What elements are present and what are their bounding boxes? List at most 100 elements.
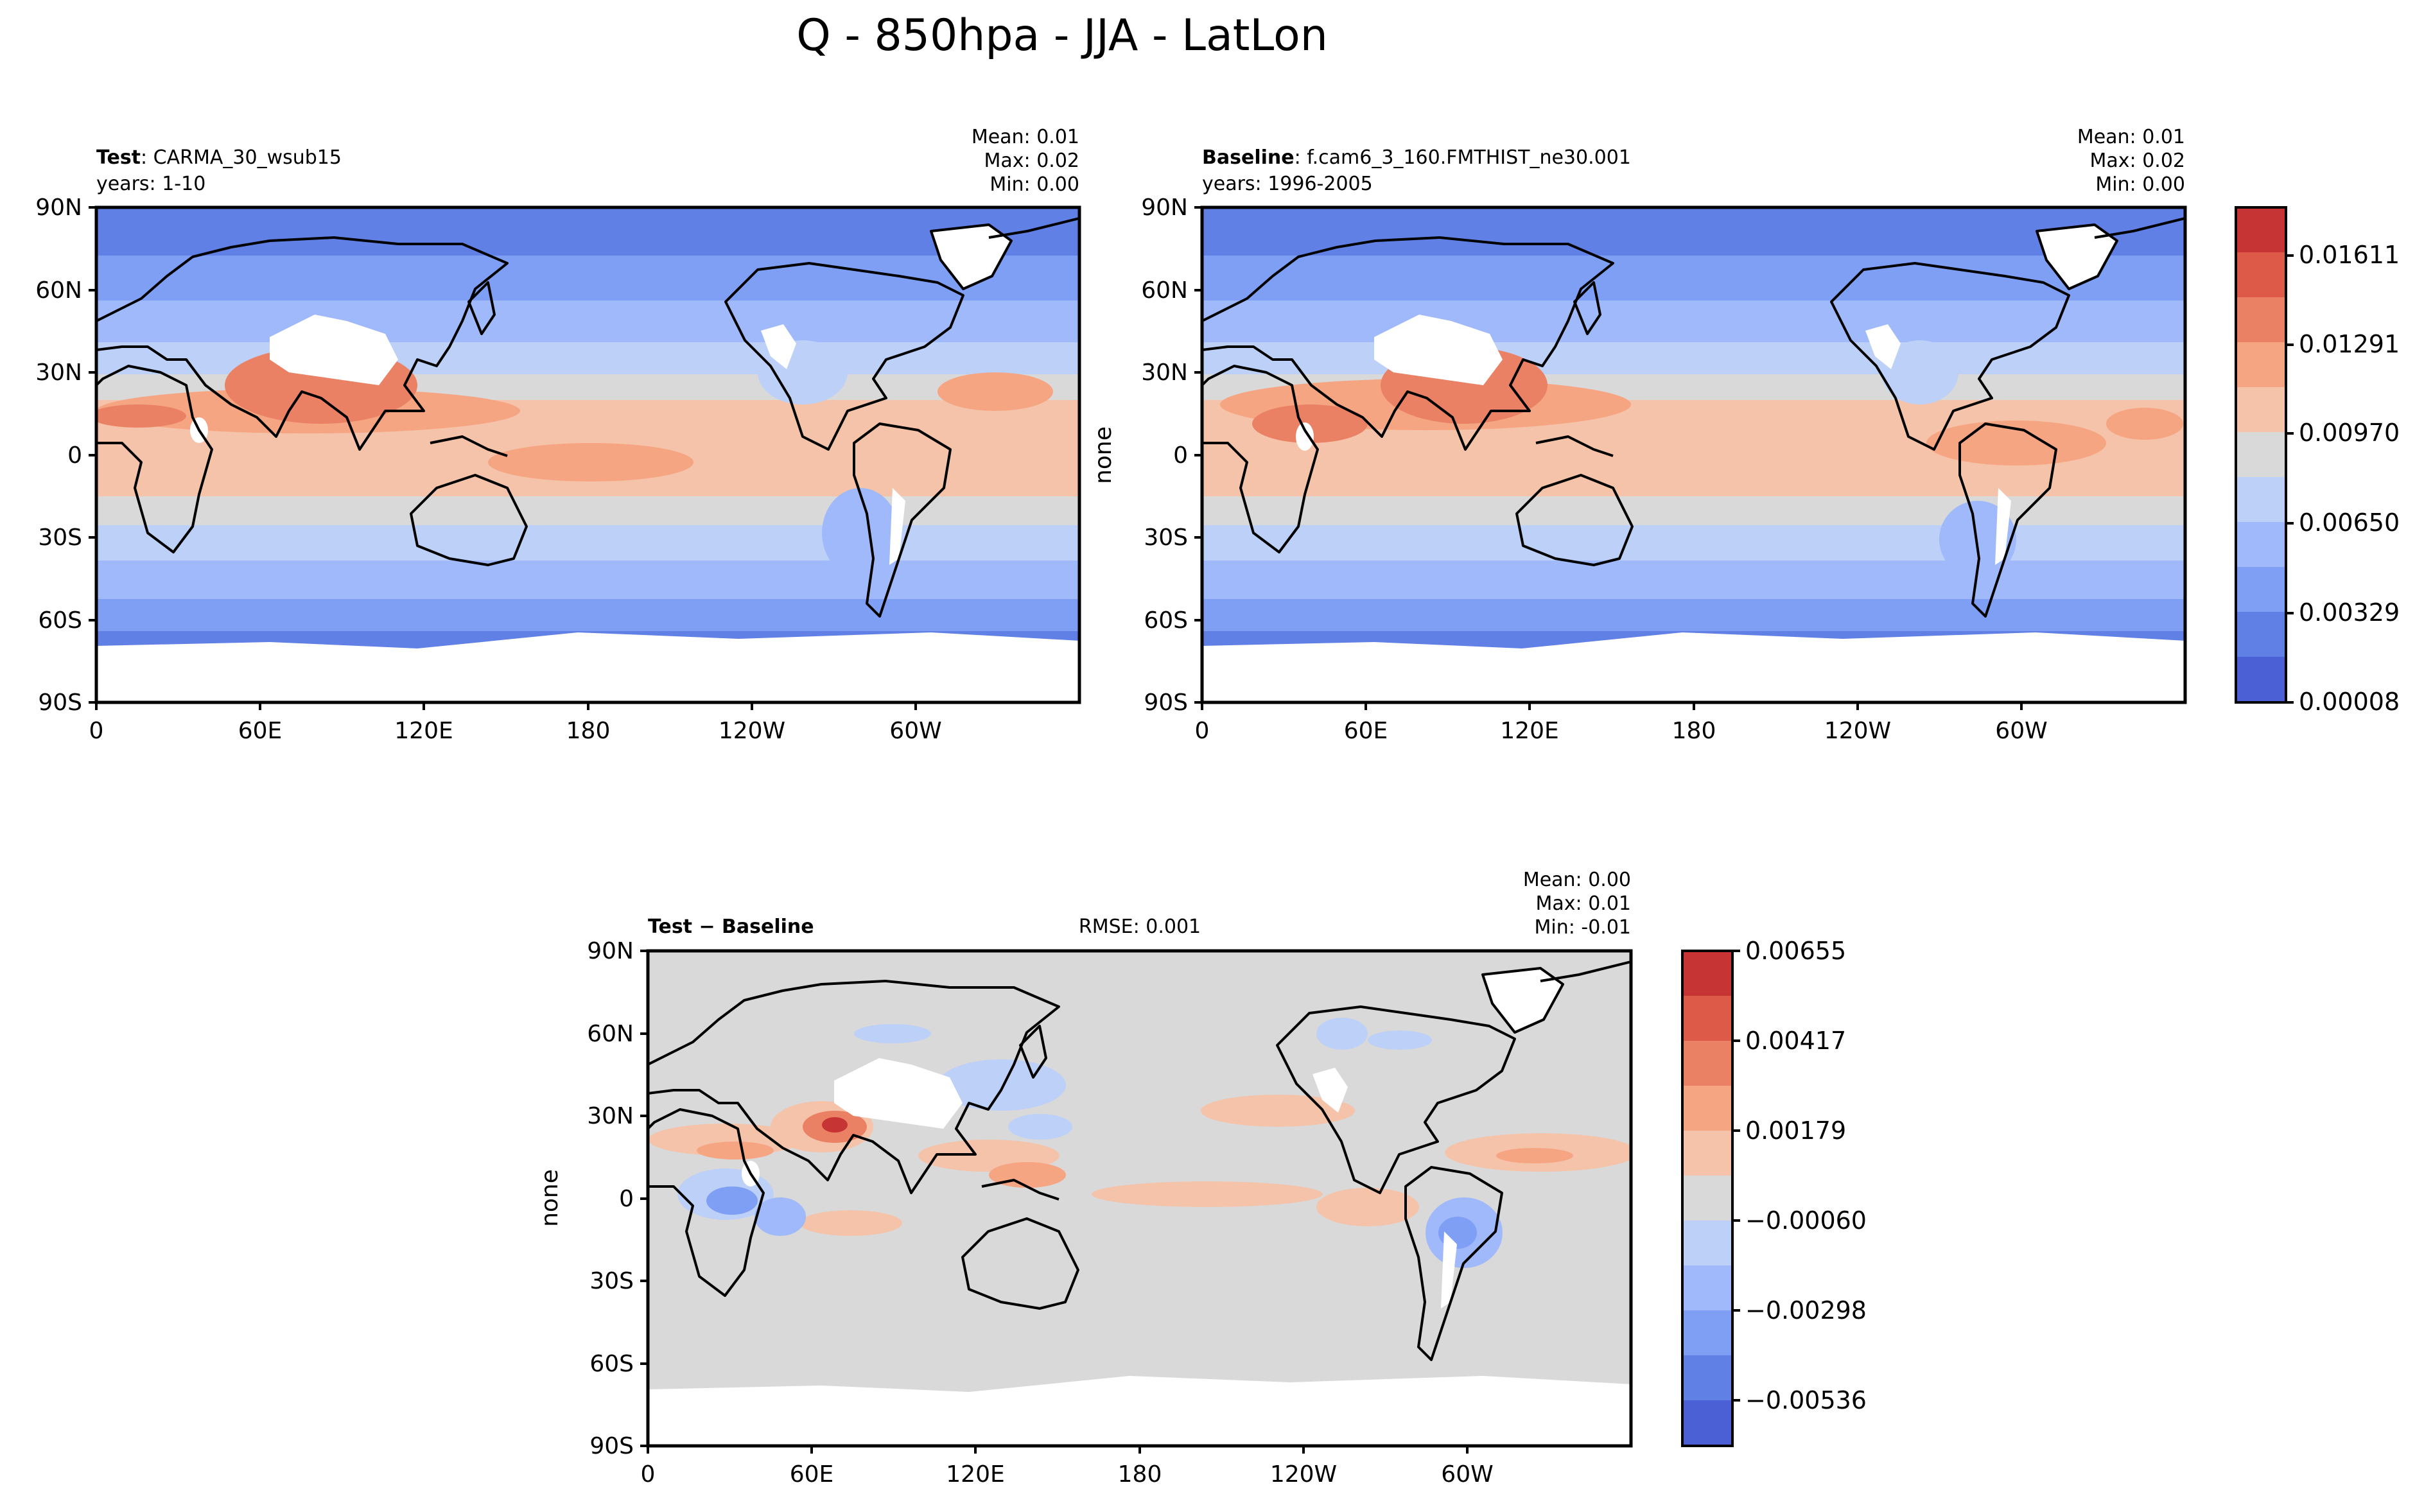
y-tick-label: 0 bbox=[67, 442, 82, 469]
x-tick-label: 60E bbox=[238, 718, 283, 744]
colorbar-swatch bbox=[1682, 951, 1732, 996]
panel-baseline-years: years: 1996-2005 bbox=[1202, 173, 1373, 195]
panel-difference-ylabel: none bbox=[537, 1169, 563, 1227]
y-tick-label: 60N bbox=[35, 277, 82, 304]
y-tick-label: 90N bbox=[587, 938, 634, 964]
panel-baseline-x-ticks: 0 60E 120E 180 120W 60W bbox=[1195, 702, 2048, 744]
y-tick-label: 90N bbox=[1141, 195, 1188, 221]
y-tick-label: 30N bbox=[587, 1103, 634, 1129]
colorbar-tick-label: 0.00970 bbox=[2299, 419, 2400, 447]
panel-difference-title-rest: − Baseline bbox=[692, 916, 814, 938]
colorbar-swatch bbox=[2236, 432, 2286, 477]
colorbar-swatch bbox=[2236, 612, 2286, 657]
panel-baseline-title-rest: : f.cam6_3_160.FMTHIST_ne30.001 bbox=[1295, 146, 1631, 169]
panel-baseline-title-bold: Baseline bbox=[1202, 146, 1295, 169]
colorbar-tick-label: 0.00008 bbox=[2299, 688, 2400, 716]
colorbar-swatch bbox=[2236, 522, 2286, 567]
colorbar-swatch bbox=[1682, 996, 1732, 1041]
colorbar-swatch bbox=[2236, 252, 2286, 297]
panel-test-years: years: 1-10 bbox=[96, 173, 205, 195]
colorbar-tick-label: −0.00536 bbox=[1745, 1386, 1867, 1414]
x-tick-label: 60E bbox=[1344, 718, 1388, 744]
panel-test-mean: Mean: 0.01 bbox=[972, 126, 1079, 148]
panel-difference-min: Min: -0.01 bbox=[1535, 916, 1632, 939]
panel-baseline-y-ticks: 90N 60N 30N 0 30S 60S 90S bbox=[1141, 195, 1202, 716]
panel-difference-x-ticks: 0 60E 120E 180 120W 60W bbox=[641, 1446, 1494, 1488]
panel-test-title-rest: : CARMA_30_wsub15 bbox=[141, 146, 342, 169]
y-tick-label: 0 bbox=[1173, 442, 1188, 469]
colorbar-swatch bbox=[2236, 657, 2286, 702]
colorbar-top-frame bbox=[2235, 206, 2287, 704]
panel-test-map bbox=[96, 207, 1079, 702]
panel-test-min: Min: 0.00 bbox=[990, 173, 1079, 196]
colorbar-swatch bbox=[2236, 342, 2286, 387]
y-tick-label: 90S bbox=[589, 1433, 634, 1459]
panel-test-title: Test: CARMA_30_wsub15 bbox=[96, 146, 342, 169]
panel-difference: Test − Baseline RMSE: 0.001 Mean: 0.00 M… bbox=[537, 869, 1633, 1488]
x-tick-label: 60W bbox=[1441, 1461, 1493, 1488]
colorbar-swatch bbox=[2236, 387, 2286, 432]
colorbar-tick-label: 0.01291 bbox=[2299, 330, 2400, 358]
x-tick-label: 180 bbox=[1672, 718, 1716, 744]
x-tick-label: 120E bbox=[946, 1461, 1004, 1488]
y-tick-label: 60S bbox=[38, 607, 82, 634]
colorbar-tick-label: −0.00298 bbox=[1745, 1296, 1867, 1325]
y-tick-label: 90S bbox=[38, 690, 82, 716]
panel-difference-rmse: RMSE: 0.001 bbox=[1079, 916, 1201, 938]
x-tick-label: 120W bbox=[1270, 1461, 1337, 1488]
colorbar-tick-label: 0.00417 bbox=[1745, 1027, 1846, 1055]
x-tick-label: 60W bbox=[1995, 718, 2047, 744]
panel-difference-map bbox=[648, 951, 1631, 1446]
y-tick-label: 30N bbox=[1141, 360, 1188, 386]
colorbar-tick-label: 0.00179 bbox=[1745, 1117, 1846, 1145]
y-tick-label: 60S bbox=[589, 1351, 634, 1377]
panel-baseline-ylabel: none bbox=[1090, 426, 1117, 484]
colorbar-swatch bbox=[2236, 297, 2286, 342]
panel-test: Test: CARMA_30_wsub15 years: 1-10 Mean: … bbox=[35, 126, 1081, 744]
colorbar-swatch bbox=[1682, 1086, 1732, 1131]
colorbar-swatch bbox=[2236, 477, 2286, 522]
y-tick-label: 30S bbox=[38, 525, 82, 551]
y-tick-label: 30S bbox=[1144, 525, 1188, 551]
x-tick-label: 180 bbox=[1118, 1461, 1162, 1488]
y-tick-label: 90N bbox=[35, 195, 82, 221]
panel-difference-mean: Mean: 0.00 bbox=[1523, 869, 1631, 891]
panel-baseline-map bbox=[1202, 207, 2185, 702]
x-tick-label: 0 bbox=[641, 1461, 656, 1488]
panel-test-max: Max: 0.02 bbox=[984, 150, 1079, 172]
panel-baseline-max: Max: 0.02 bbox=[2090, 150, 2185, 172]
y-tick-label: 30N bbox=[35, 360, 82, 386]
colorbar-swatch bbox=[1682, 1355, 1732, 1400]
panel-test-title-bold: Test bbox=[96, 146, 141, 169]
panel-test-y-ticks: 90N 60N 30N 0 30S 60S 90S bbox=[35, 195, 96, 716]
y-tick-label: 60N bbox=[587, 1021, 634, 1047]
colorbar-tick-label: 0.00650 bbox=[2299, 508, 2400, 537]
colorbar-swatch bbox=[1682, 1176, 1732, 1221]
panel-difference-title: Test − Baseline bbox=[648, 916, 814, 938]
panel-baseline-mean: Mean: 0.01 bbox=[2077, 126, 2185, 148]
colorbar-swatch bbox=[1682, 1041, 1732, 1086]
x-tick-label: 120E bbox=[1500, 718, 1558, 744]
y-tick-label: 60S bbox=[1144, 607, 1188, 634]
colorbar-tick-label: −0.00060 bbox=[1745, 1206, 1867, 1235]
colorbar-bottom: 0.00655 0.00417 0.00179 −0.00060 −0.0029… bbox=[1681, 937, 1867, 1447]
colorbar-swatch bbox=[2236, 207, 2286, 252]
panel-test-x-ticks: 0 60E 120E 180 120W 60W bbox=[89, 702, 942, 744]
x-tick-label: 60W bbox=[889, 718, 941, 744]
figure-title: Q - 850hpa - JJA - LatLon bbox=[796, 10, 1328, 61]
colorbar-swatch bbox=[1682, 1400, 1732, 1446]
colorbar-bottom-frame bbox=[1681, 950, 1734, 1447]
x-tick-label: 120W bbox=[1824, 718, 1891, 744]
panel-baseline-min: Min: 0.00 bbox=[2095, 173, 2185, 196]
x-tick-label: 0 bbox=[89, 718, 104, 744]
y-tick-label: 60N bbox=[1141, 277, 1188, 304]
x-tick-label: 180 bbox=[566, 718, 611, 744]
colorbar-tick-label: 0.00655 bbox=[1745, 937, 1846, 965]
colorbar-swatch bbox=[1682, 1265, 1732, 1310]
y-tick-label: 0 bbox=[619, 1186, 634, 1212]
x-tick-label: 0 bbox=[1195, 718, 1210, 744]
panel-baseline: Baseline: f.cam6_3_160.FMTHIST_ne30.001 … bbox=[1090, 126, 2187, 744]
colorbar-tick-label: 0.00329 bbox=[2299, 598, 2400, 627]
y-tick-label: 30S bbox=[589, 1268, 634, 1294]
